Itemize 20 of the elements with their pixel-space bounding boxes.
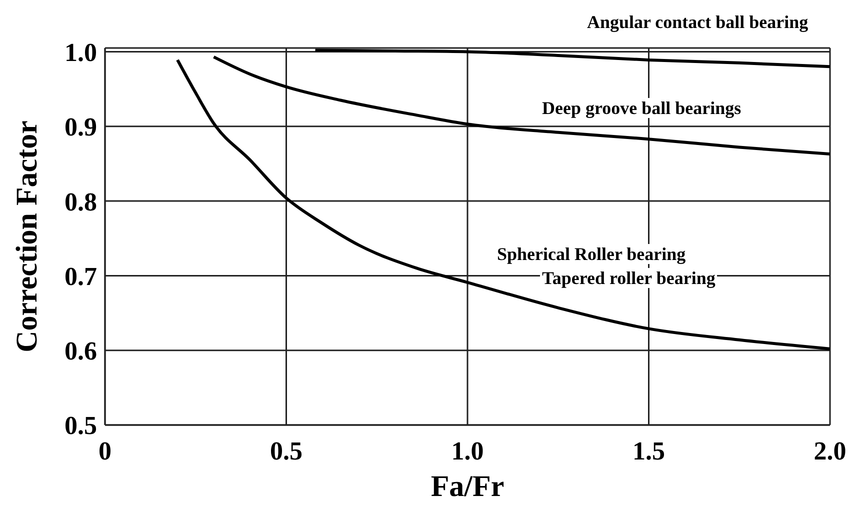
- text: Angular contact ball bearing: [585, 12, 810, 32]
- y-tick-label: 1.0: [64, 38, 97, 67]
- x-tick-label: 1.0: [451, 436, 484, 466]
- annotation: Spherical Roller bearing: [495, 244, 688, 264]
- y-tick-label: 0.5: [64, 411, 97, 440]
- line-series: [176, 58, 830, 350]
- y-tick-label: 0.7: [64, 262, 97, 291]
- y-tick-label: 0.9: [64, 112, 97, 142]
- line-series: [212, 55, 830, 156]
- y-axis-title: Correction Factor: [10, 120, 44, 352]
- x-tick-label: 0.5: [270, 436, 302, 466]
- y-tick-label: 0.8: [64, 187, 97, 216]
- x-tick-label: 1.5: [632, 436, 665, 466]
- annotation: Tapered roller bearing: [540, 268, 718, 288]
- annotation: Deep groove ball bearings: [540, 98, 744, 118]
- x-tick-label: 0: [98, 436, 112, 466]
- x-tick-label: 2.0: [814, 436, 846, 466]
- line-series: [314, 48, 830, 68]
- y-tick-label: 0.6: [64, 336, 97, 366]
- x-axis-title: Fa/Fr: [430, 470, 504, 503]
